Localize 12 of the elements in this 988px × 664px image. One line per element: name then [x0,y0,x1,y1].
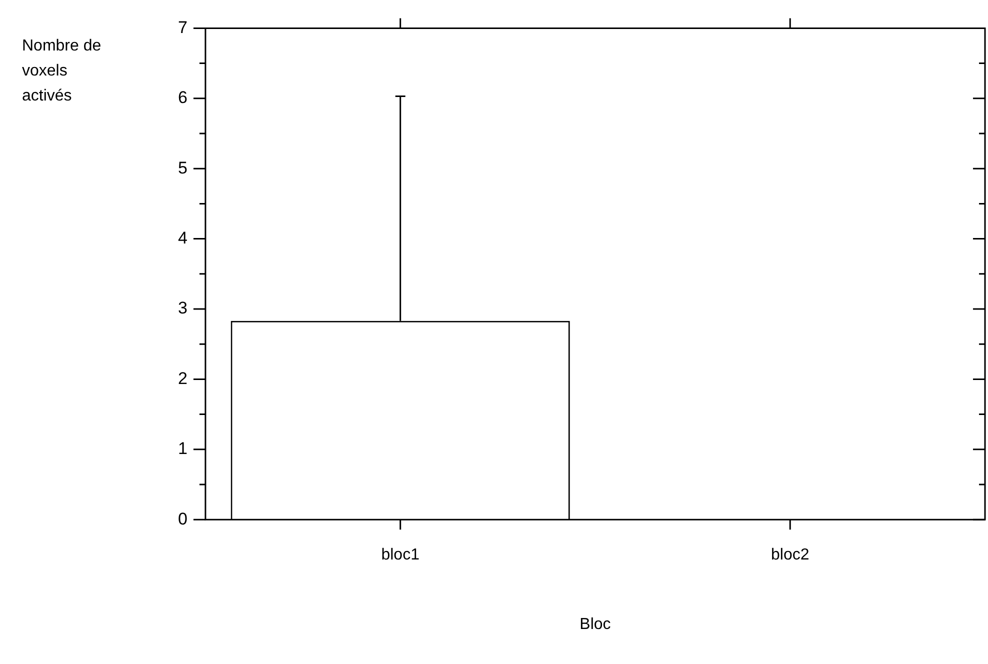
x-tick-label: bloc1 [381,546,420,564]
y-tick-label: 2 [178,368,188,388]
y-tick-label: 1 [178,439,188,458]
y-tick-label: 4 [178,228,188,248]
y-tick-label: 3 [178,298,188,318]
y-axis-title: Nombre de voxels activés [22,37,102,104]
x-axis-title: Bloc [580,616,611,633]
y-tick-label: 6 [178,88,188,108]
x-tick-label: bloc2 [770,546,810,564]
y-tick-label: 0 [178,509,188,528]
y-tick-label: 7 [178,18,188,37]
y-tick-label: 5 [178,158,188,178]
